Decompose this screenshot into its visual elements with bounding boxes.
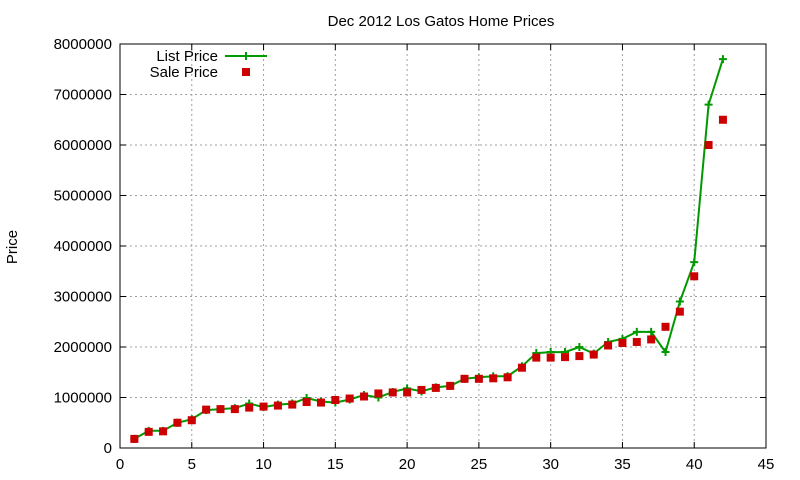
sale-price-point: [144, 427, 153, 436]
list-price-point: [661, 348, 670, 357]
sale-price-point: [675, 307, 684, 316]
y-tick-label: 8000000: [54, 36, 112, 53]
sale-price-point: [618, 338, 627, 347]
legend-label-sale-price: Sale Price: [150, 64, 218, 81]
x-tick-label: 15: [327, 456, 344, 473]
legend-marker-list-price: [242, 52, 250, 60]
legend-label-list-price: List Price: [156, 48, 218, 65]
sale-price-point: [704, 141, 713, 149]
y-tick-label: 4000000: [54, 238, 112, 255]
y-tick-label: 0: [104, 440, 112, 457]
x-tick-label: 30: [542, 456, 559, 473]
sale-price-point: [561, 353, 570, 362]
sale-price-point: [718, 115, 727, 124]
sale-price-point: [259, 402, 268, 411]
sale-price-point: [130, 434, 139, 443]
sale-price-point: [503, 373, 512, 382]
y-tick-label: 1000000: [54, 390, 112, 407]
legend-marker-sale-price: [242, 68, 250, 76]
y-tick-label: 7000000: [54, 87, 112, 104]
sale-price-point: [546, 353, 555, 362]
y-tick-label: 6000000: [54, 137, 112, 154]
list-price-point: [704, 100, 713, 109]
axes: 0 1000000 2000000 3000000 4000000 5000000 6000…: [54, 36, 775, 473]
sale-price-point: [187, 416, 196, 425]
sale-price-point: [159, 427, 168, 436]
sale-price-point: [661, 322, 670, 331]
list-price-point: [718, 55, 727, 64]
x-tick-label: 20: [399, 456, 416, 473]
sale-price-point: [417, 385, 426, 394]
sale-price-point: [474, 374, 483, 383]
list-price-line: [133, 58, 724, 440]
x-tick-label: 45: [758, 456, 775, 473]
sale-price-point: [245, 403, 254, 412]
sale-price-point: [374, 389, 383, 398]
y-tick-label: 3000000: [54, 289, 112, 306]
sale-price-point: [446, 381, 455, 390]
y-tick-label: 5000000: [54, 188, 112, 205]
plot-frame: [119, 43, 767, 449]
sale-price-point: [331, 396, 340, 405]
sale-price-point: [230, 405, 239, 414]
sale-price-point: [316, 398, 325, 407]
x-tick-label: 10: [255, 456, 272, 473]
list-price-point: [675, 297, 684, 306]
sale-price-point: [273, 401, 282, 410]
list-price-point: [575, 343, 584, 351]
sale-price-point: [302, 398, 311, 407]
sale-price-point: [173, 418, 182, 427]
list-price-point: [647, 327, 656, 336]
sale-price-point: [388, 388, 397, 397]
sale-price-point: [360, 392, 369, 401]
x-tick-label: 40: [686, 456, 703, 473]
sale-price-point: [532, 353, 541, 362]
sale-price-point: [589, 350, 598, 359]
sale-price-point: [216, 405, 225, 414]
sale-price-point: [431, 383, 440, 392]
sale-price-point: [460, 374, 469, 383]
sale-price-point: [345, 394, 354, 403]
x-tick-label: 0: [116, 456, 124, 473]
sale-price-point: [288, 400, 297, 409]
sale-price-point: [202, 405, 211, 414]
sale-price-point: [690, 272, 699, 281]
sale-price-point: [489, 374, 498, 383]
list-price-point: [632, 327, 641, 336]
y-axis-label: Price: [4, 230, 21, 264]
sale-price-point: [647, 335, 656, 344]
x-tick-label: 35: [614, 456, 631, 473]
data-series: [130, 55, 727, 443]
sale-price-point: [517, 363, 526, 372]
x-tick-label: 25: [471, 456, 488, 473]
sale-price-point: [632, 337, 641, 346]
sale-price-point: [403, 388, 412, 397]
sale-price-point: [575, 352, 584, 361]
chart-title: Dec 2012 Los Gatos Home Prices: [328, 13, 555, 30]
y-tick-label: 2000000: [54, 339, 112, 356]
sale-price-point: [604, 341, 613, 350]
x-tick-label: 5: [188, 456, 196, 473]
list-price-point: [690, 258, 699, 267]
